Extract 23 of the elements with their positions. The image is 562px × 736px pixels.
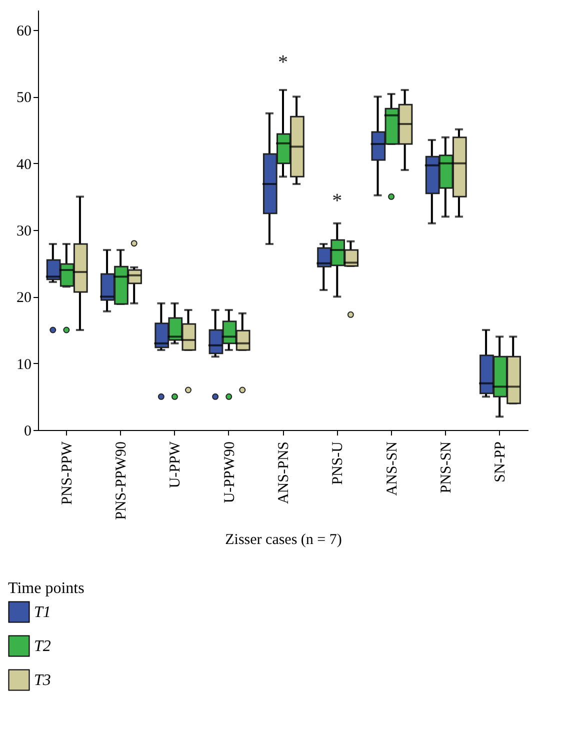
x-tick-label: SN-PP <box>492 442 509 482</box>
y-tick-label: 60 <box>16 24 32 40</box>
x-tick-label: U-PPW90 <box>222 442 238 504</box>
x-axis-title: Zisser cases (n = 7) <box>225 532 342 548</box>
x-tick-label: PNS-PPW90 <box>114 442 130 520</box>
x-tick-label: U-PPW <box>168 440 184 488</box>
annotation: * <box>332 190 342 212</box>
x-tick-label: PNS-PPW <box>59 440 76 505</box>
legend-label: T1 <box>34 604 51 621</box>
x-tick-label: ANS-PNS <box>276 442 292 504</box>
annotation: * <box>278 52 288 74</box>
legend-label: T2 <box>34 638 51 655</box>
y-tick-label: 30 <box>16 224 32 240</box>
legend-title: Time points <box>8 580 84 597</box>
y-tick-label: 20 <box>16 290 32 306</box>
legend-label: T3 <box>34 672 51 689</box>
y-tick-label: 40 <box>16 156 32 173</box>
y-tick-label: 0 <box>24 424 32 440</box>
x-tick-label: PNS-U <box>330 441 346 485</box>
x-tick-label: PNS-SN <box>438 441 454 494</box>
y-tick-label: 10 <box>16 356 32 373</box>
y-tick-label: 50 <box>16 90 32 106</box>
x-tick-label: ANS-SN <box>384 441 400 496</box>
